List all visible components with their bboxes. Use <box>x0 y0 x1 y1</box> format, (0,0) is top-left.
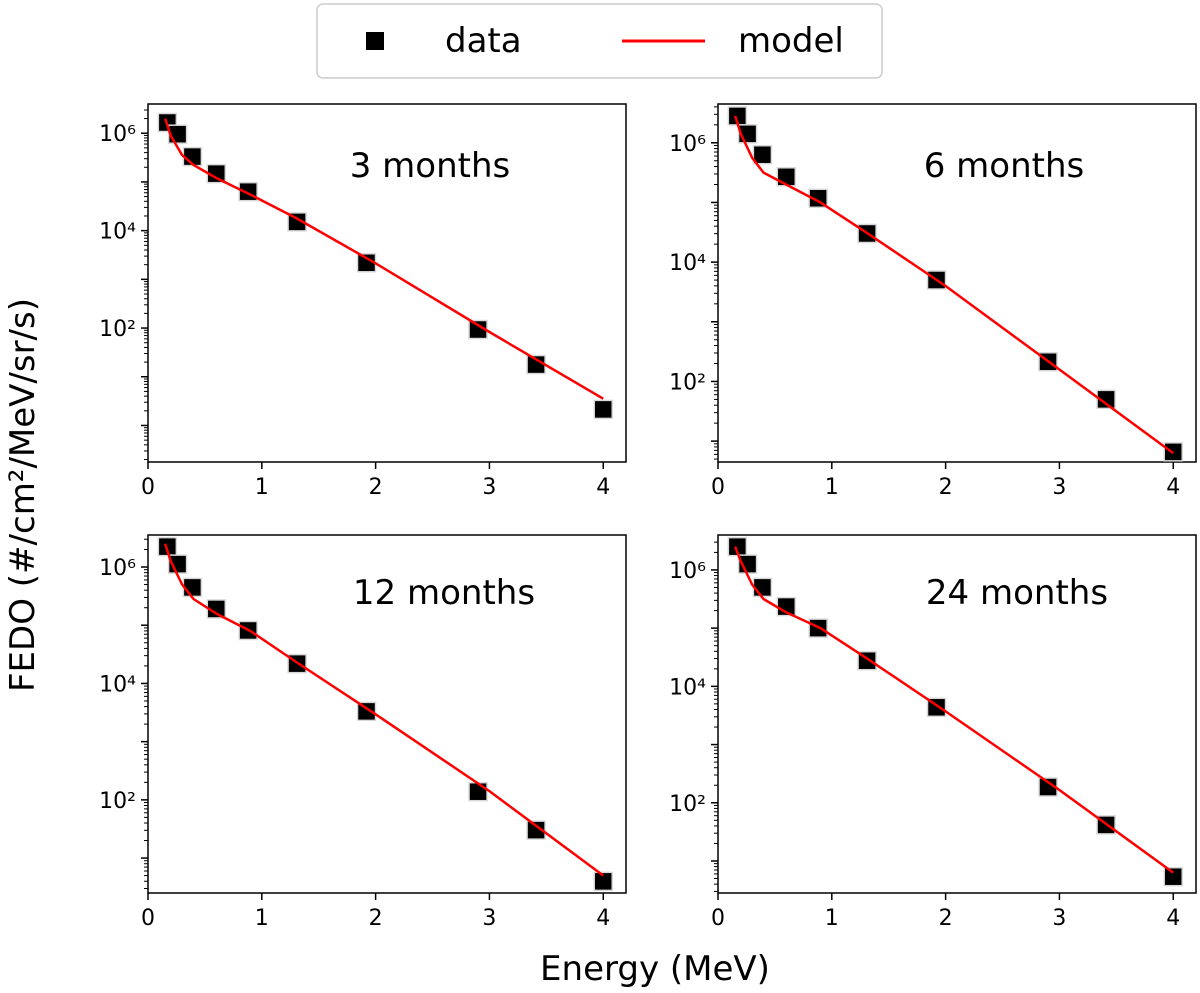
panel-title: 24 months <box>926 573 1108 613</box>
shared-y-axis-label: FEDO (#/cm²/MeV/sr/s) <box>3 298 43 692</box>
data-point <box>468 781 488 802</box>
x-tick-label: 1 <box>255 906 269 931</box>
y-tick-label: 10⁴ <box>99 672 136 697</box>
model-line <box>163 118 604 400</box>
data-point <box>593 399 613 420</box>
shared-x-axis-label: Energy (MeV) <box>540 949 770 989</box>
y-tick-label: 10² <box>669 792 706 817</box>
x-tick-label: 4 <box>1166 906 1180 931</box>
legend-data-label: data <box>445 21 522 61</box>
model-line <box>733 546 1174 874</box>
y-tick-label: 10⁴ <box>99 220 136 245</box>
x-tick-label: 0 <box>711 475 725 500</box>
panel-title: 12 months <box>353 573 535 613</box>
x-tick-label: 1 <box>255 475 269 500</box>
axes-frame <box>147 103 627 463</box>
x-tick-label: 2 <box>369 906 383 931</box>
y-tick-label: 10⁴ <box>669 251 706 276</box>
x-tick-label: 1 <box>825 906 839 931</box>
y-tick-label: 10⁶ <box>99 122 136 147</box>
data-point <box>1163 866 1183 887</box>
data-point <box>593 871 613 892</box>
x-tick-label: 2 <box>939 475 953 500</box>
data-point <box>1096 389 1116 410</box>
x-tick-label: 3 <box>482 475 496 500</box>
x-tick-label: 3 <box>482 906 496 931</box>
panel-24-months: 0 1 2 3 4 10² 10⁴ 10⁶ 24 months <box>669 534 1197 931</box>
x-tick-label: 2 <box>369 475 383 500</box>
x-tick-label: 0 <box>141 906 155 931</box>
data-point <box>182 577 203 598</box>
legend-model-label: model <box>738 21 844 61</box>
data-point <box>356 701 377 722</box>
panel-3-months: 0 1 2 3 4 10² 10⁴ 10⁶ 3 months <box>99 103 627 500</box>
panel-6-months: 0 1 2 3 4 10² 10⁴ 10⁶ 6 months <box>669 103 1197 500</box>
y-tick-label: 10⁶ <box>669 132 706 157</box>
legend-frame <box>316 3 883 79</box>
y-tick-label: 10⁶ <box>99 556 136 581</box>
x-tick-label: 4 <box>1166 475 1180 500</box>
x-tick-label: 1 <box>825 475 839 500</box>
legend: data model <box>316 3 883 79</box>
x-tick-label: 4 <box>596 475 610 500</box>
y-tick-label: 10² <box>99 789 136 814</box>
legend-data-marker <box>366 32 384 50</box>
x-tick-label: 0 <box>711 906 725 931</box>
axes-frame <box>717 103 1197 463</box>
panel-title: 6 months <box>924 146 1085 186</box>
axes-frame <box>717 534 1197 894</box>
data-point <box>752 577 773 598</box>
y-tick-label: 10⁶ <box>669 559 706 584</box>
y-tick-label: 10² <box>99 317 136 342</box>
y-tick-label: 10² <box>669 370 706 395</box>
x-tick-label: 3 <box>1052 475 1066 500</box>
model-line <box>163 543 604 877</box>
panel-title: 3 months <box>350 146 511 186</box>
panel-12-months: 0 1 2 3 4 10² 10⁴ 10⁶ 12 months <box>99 534 627 931</box>
x-tick-label: 4 <box>596 906 610 931</box>
data-point <box>752 144 773 165</box>
data-point <box>776 167 797 187</box>
x-tick-label: 0 <box>141 475 155 500</box>
y-tick-label: 10⁴ <box>669 675 706 700</box>
data-point <box>526 820 546 840</box>
model-line <box>733 115 1174 455</box>
x-tick-label: 3 <box>1052 906 1066 931</box>
x-tick-label: 2 <box>939 906 953 931</box>
